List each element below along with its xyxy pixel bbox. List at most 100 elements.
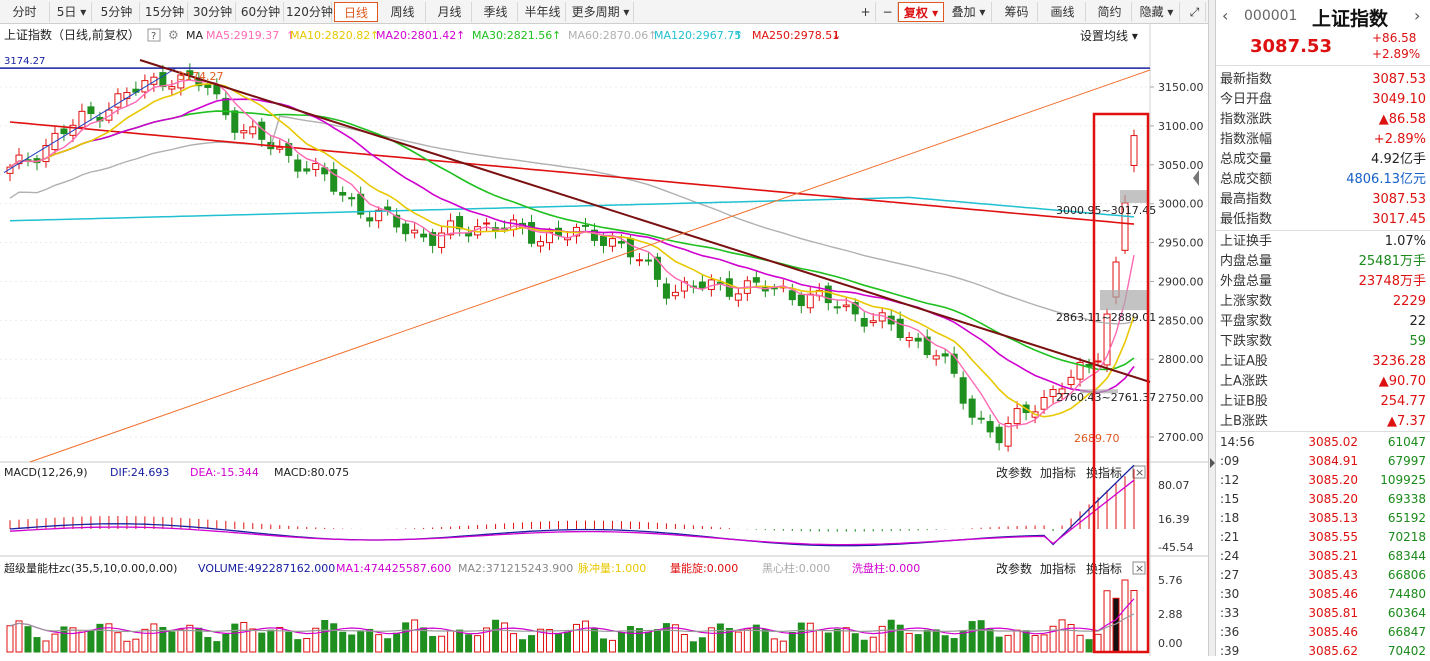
tick-price: 3085.46	[1308, 587, 1358, 601]
volume-bar	[1049, 625, 1057, 653]
vol-btn-1[interactable]: 加指标	[1040, 561, 1076, 576]
toolbar-btn-4[interactable]: 筹码	[996, 2, 1038, 22]
volume-bar	[1103, 590, 1111, 653]
volume-bar	[276, 626, 284, 653]
volume-bar	[779, 640, 787, 653]
ma-value-6: MA250:2978.51	[752, 29, 839, 42]
macd-value: MACD:80.075	[274, 466, 349, 479]
candle-body	[114, 93, 122, 108]
macd-btn-2[interactable]: 换指标	[1086, 465, 1122, 480]
tick-row: :33 3085.81 60364	[1216, 604, 1430, 623]
chart-bg	[0, 24, 1208, 656]
volume-bar	[788, 631, 796, 653]
tick-time: :15	[1220, 492, 1240, 506]
tick-time: 14:56	[1220, 435, 1255, 449]
collapse-icon	[1193, 170, 1199, 186]
macd-btn-1[interactable]: 加指标	[1040, 465, 1076, 480]
ma-arrow-1: ↑	[370, 29, 379, 42]
volume-bar	[564, 631, 572, 653]
period-1[interactable]: 5日 ▾	[52, 2, 92, 22]
candle-body	[599, 235, 607, 246]
period-11[interactable]: 半年线	[520, 2, 566, 22]
volume-bar	[860, 639, 868, 653]
candle-body	[914, 337, 922, 342]
set-ma-button[interactable]: 设置均线 ▾	[1080, 29, 1138, 43]
kline-chart[interactable]: 3150.00 3100.00 3050.00 3000.00 2950.00 2900.…	[0, 24, 1208, 656]
toolbar-btn-6[interactable]: 简约	[1088, 2, 1132, 22]
stat-row: 最低指数 3017.45	[1216, 210, 1430, 230]
volume-bar	[1040, 634, 1048, 653]
prev-icon[interactable]: ‹	[1222, 6, 1229, 25]
tick-volume: 61047	[1387, 435, 1426, 449]
toolbar-btn-7[interactable]: 隐藏 ▾	[1134, 2, 1180, 22]
period-9[interactable]: 月线	[428, 2, 472, 22]
period-0[interactable]: 分时	[0, 2, 50, 22]
volume-bar	[24, 626, 32, 653]
period-3[interactable]: 15分钟	[142, 2, 188, 22]
volume-bar	[743, 628, 751, 653]
vol-btn-0[interactable]: 改参数	[996, 561, 1032, 576]
tick-volume: 69338	[1387, 492, 1426, 506]
stat-row: 上A涨跌 ▲90.70	[1216, 372, 1430, 392]
next-icon[interactable]: ›	[1414, 6, 1421, 25]
stat-row: 最高指数 3087.53	[1216, 190, 1430, 210]
period-4[interactable]: 30分钟	[190, 2, 236, 22]
candle-body	[833, 306, 841, 309]
tick-price: 3085.13	[1308, 511, 1358, 525]
volume-bar	[393, 632, 401, 653]
quote-header: ‹ 000001 上证指数 › 3087.53 +86.58 +2.89%	[1216, 0, 1430, 66]
period-6[interactable]: 120分钟	[286, 2, 333, 22]
vol-btn-2[interactable]: 换指标	[1086, 561, 1122, 576]
volume-bar	[887, 619, 895, 653]
candle-body	[905, 336, 913, 341]
tick-row: :30 3085.46 74480	[1216, 585, 1430, 604]
toolbar-btn-5[interactable]: 画线	[1040, 2, 1086, 22]
volume-bar	[15, 620, 23, 653]
period-5[interactable]: 60分钟	[238, 2, 284, 22]
toolbar-btn-3[interactable]: 叠加 ▾	[946, 2, 992, 22]
period-8[interactable]: 周线	[380, 2, 426, 22]
toolbar-btn-2[interactable]: 复权 ▾	[898, 2, 944, 22]
volume-bar	[519, 639, 527, 653]
candle-body	[842, 304, 850, 308]
candle-body	[483, 222, 491, 225]
period-10[interactable]: 季线	[474, 2, 518, 22]
tick-volume: 74480	[1387, 587, 1426, 601]
period-2[interactable]: 5分钟	[94, 2, 140, 22]
stat-value: 22	[1409, 314, 1426, 329]
high-mark-label: 3174.27	[178, 70, 224, 83]
candle-body	[1040, 397, 1048, 410]
ma10-line	[9, 83, 1135, 418]
period-12[interactable]: 更多周期 ▾	[568, 2, 634, 22]
candle-body	[869, 320, 877, 324]
macd-close-icon[interactable]	[1132, 465, 1146, 479]
volume-bar	[60, 626, 68, 653]
macd-btn-0[interactable]: 改参数	[996, 465, 1032, 480]
toolbar-btn-1[interactable]: −	[878, 2, 898, 22]
volume-bar	[617, 632, 625, 653]
volume-bar	[914, 634, 922, 653]
volume-close-icon[interactable]	[1132, 561, 1146, 575]
tick-price: 3085.62	[1308, 644, 1358, 658]
volume-bar	[303, 637, 311, 653]
stat-row: 平盘家数 22	[1216, 312, 1430, 332]
kline-chart-area[interactable]: 3150.00 3100.00 3050.00 3000.00 2950.00 2900.…	[0, 24, 1208, 656]
expand-icon[interactable]: ⤢	[1184, 2, 1206, 22]
stat-value: 4806.13亿元	[1346, 172, 1426, 187]
period-7[interactable]: 日线	[334, 2, 378, 22]
volume-bar	[626, 626, 634, 653]
panel-splitter[interactable]	[1208, 0, 1216, 656]
volume-bar	[734, 631, 742, 653]
volume-ma2: MA2:371215243.900	[458, 562, 573, 575]
stat-key: 上涨家数	[1220, 294, 1273, 309]
price-axis-label: 2850.00	[1158, 314, 1204, 327]
volume-bar	[159, 626, 167, 653]
stat-row: 外盘总量 23748万手	[1216, 272, 1430, 292]
volume-bar	[581, 620, 589, 653]
tick-time: :30	[1220, 587, 1240, 601]
volume-axis-label: 5.76	[1158, 574, 1183, 587]
volume-extra1: 脉冲量:1.000	[578, 561, 646, 575]
toolbar-btn-0[interactable]: +	[856, 2, 876, 22]
ma-value-5: MA120:2967.75	[654, 29, 741, 42]
stat-key: 上证A股	[1220, 354, 1268, 369]
